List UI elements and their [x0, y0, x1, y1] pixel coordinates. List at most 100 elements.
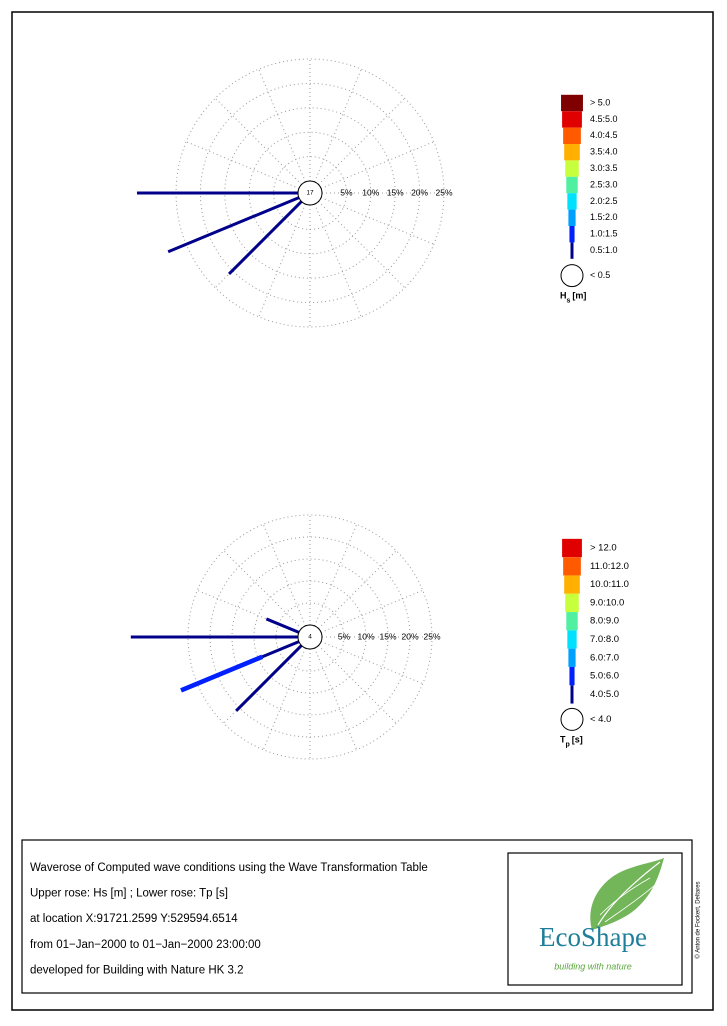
legend-label: 11.0:12.0	[590, 561, 629, 572]
radial-grid	[320, 197, 434, 245]
ring-label: 5%	[340, 187, 353, 197]
legend-swatch	[565, 160, 579, 177]
legend-title-symbol: H	[560, 291, 567, 301]
ring-grid	[187, 514, 433, 760]
legend-title-unit: [m]	[572, 291, 586, 301]
center-circle	[297, 180, 323, 206]
legend-swatch	[562, 538, 582, 558]
rose-segment	[180, 654, 264, 693]
rose-segment	[235, 644, 303, 712]
legend-label: 4.0:5.0	[590, 689, 619, 700]
center-value: 4	[308, 634, 312, 641]
legend-swatch	[569, 666, 575, 686]
legend-swatch	[570, 685, 574, 704]
ring-label: 5%	[338, 631, 351, 641]
ring-grid	[248, 131, 372, 255]
ring-label: 10%	[362, 187, 379, 197]
logo-box	[507, 852, 683, 986]
legend-label: 0.5:1.0	[590, 245, 618, 255]
ring-grid	[199, 82, 421, 304]
page-frame	[11, 11, 714, 1011]
legend-swatch	[570, 242, 574, 259]
logo-leaf	[590, 858, 664, 930]
legend-title: Tp [s]	[560, 735, 583, 748]
caption-line: at location X:91721.2599 Y:529594.6514	[30, 913, 238, 925]
legend-label: 3.0:3.5	[590, 163, 618, 173]
legend-calm	[560, 264, 584, 288]
rose-segment	[261, 640, 300, 659]
radial-grid	[258, 203, 306, 317]
legend-label: 10.0:11.0	[590, 579, 629, 590]
ring-grid	[209, 536, 411, 738]
legend-label: 4.0:4.5	[590, 130, 618, 140]
caption-line: developed for Building with Nature HK 3.…	[30, 964, 244, 976]
center-value: 17	[306, 190, 314, 197]
ring-label: 20%	[411, 187, 428, 197]
legend-title-sub: s	[567, 297, 571, 304]
legend-swatch	[569, 226, 575, 243]
legend-swatch	[566, 176, 578, 194]
logo-tagline: building with nature	[554, 961, 632, 971]
legend-swatch	[561, 94, 583, 112]
legend-calm-label: < 0.5	[590, 270, 610, 280]
rose-segment	[265, 617, 300, 634]
legend-calm-label: < 4.0	[590, 714, 611, 725]
caption-line: Waverose of Computed wave conditions usi…	[30, 862, 428, 874]
radial-grid	[258, 69, 306, 183]
ring-label: 15%	[379, 631, 396, 641]
legend-label: 5.0:6.0	[590, 671, 619, 682]
radial-grid	[186, 141, 300, 189]
legend-swatch	[567, 193, 577, 210]
legend-label: 1.0:1.5	[590, 229, 618, 239]
legend-swatch	[565, 593, 579, 613]
legend-label: 7.0:8.0	[590, 634, 619, 645]
ring-grid	[253, 580, 367, 694]
radial-grid	[320, 141, 434, 189]
center-circle	[297, 624, 323, 650]
caption-line: Upper rose: Hs [m] ; Lower rose: Tp [s]	[30, 888, 228, 900]
radial-grid	[318, 201, 406, 289]
legend-label: 4.5:5.0	[590, 114, 618, 124]
ring-label: 15%	[387, 187, 404, 197]
legend-swatch	[568, 648, 576, 667]
ring-label: 20%	[401, 631, 418, 641]
legend-swatch	[562, 111, 582, 128]
legend-title-unit: [s]	[572, 735, 583, 745]
legend-label: 3.5:4.0	[590, 147, 618, 157]
logo-name: EcoShape	[539, 922, 647, 952]
legend-title-symbol: T	[560, 735, 566, 745]
caption-line: from 01−Jan−2000 to 01−Jan−2000 23:00:00	[30, 939, 261, 951]
radial-grid	[318, 97, 406, 185]
legend-label: 2.5:3.0	[590, 179, 618, 189]
ring-label: 25%	[435, 187, 452, 197]
legend-calm	[560, 707, 584, 731]
legend-label: 8.0:9.0	[590, 616, 619, 627]
radial-grid	[314, 69, 362, 183]
legend-swatch	[563, 557, 581, 576]
rose-segment	[227, 200, 303, 276]
ring-grid	[224, 107, 396, 279]
legend-label: 6.0:7.0	[590, 652, 619, 663]
legend-label: 1.5:2.0	[590, 212, 618, 222]
legend-label: 2.0:2.5	[590, 196, 618, 206]
ring-grid	[275, 602, 345, 672]
legend-swatch	[564, 575, 580, 594]
ring-grid	[273, 156, 347, 230]
caption-box	[21, 839, 693, 994]
credit: © Anton de Fockert, Deltares	[695, 881, 702, 958]
ring-label: 25%	[423, 631, 440, 641]
radial-grid	[314, 203, 362, 317]
rose-segment	[167, 196, 300, 254]
legend-swatch	[567, 630, 577, 649]
legend-label: > 12.0	[590, 543, 617, 554]
caption: Waverose of Computed wave conditions usi…	[30, 862, 428, 976]
legend-title-sub: p	[566, 741, 570, 748]
legend-label: 9.0:10.0	[590, 597, 624, 608]
legend-label: > 5.0	[590, 97, 610, 107]
legend-swatch	[566, 612, 578, 631]
radial-grid	[214, 97, 302, 185]
legend-swatch	[564, 144, 580, 161]
legend-swatch	[563, 127, 581, 144]
legend-title: Hs [m]	[560, 291, 586, 304]
